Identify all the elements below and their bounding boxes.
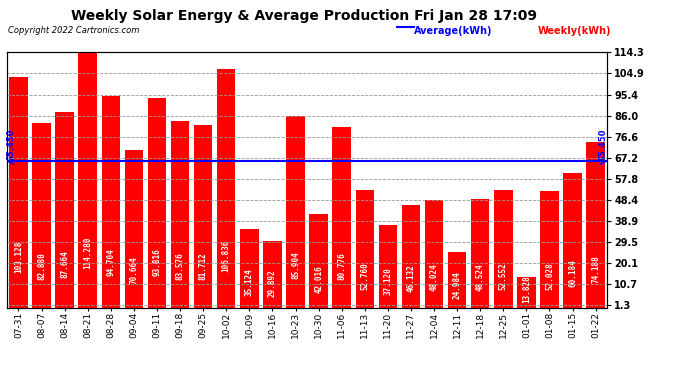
Text: 52.760: 52.760 xyxy=(360,262,369,290)
Bar xyxy=(355,190,374,308)
Text: 46.132: 46.132 xyxy=(406,264,415,292)
Bar xyxy=(171,121,189,308)
Bar xyxy=(494,190,513,308)
Text: 106.836: 106.836 xyxy=(221,239,230,272)
Bar xyxy=(586,142,605,308)
Text: 93.816: 93.816 xyxy=(152,248,161,276)
Bar xyxy=(309,214,328,308)
Text: 70.664: 70.664 xyxy=(130,256,139,284)
Text: 114.280: 114.280 xyxy=(83,237,92,269)
Text: 81.712: 81.712 xyxy=(199,252,208,280)
Bar xyxy=(101,96,120,308)
Text: 74.188: 74.188 xyxy=(591,255,600,283)
Text: 65.450: 65.450 xyxy=(598,129,607,162)
Text: 103.128: 103.128 xyxy=(14,241,23,273)
Bar xyxy=(194,125,213,308)
Bar xyxy=(55,112,74,308)
Text: 52.552: 52.552 xyxy=(499,262,508,290)
Bar xyxy=(563,173,582,308)
Text: 60.184: 60.184 xyxy=(568,260,577,287)
Bar xyxy=(425,200,443,308)
Bar xyxy=(148,98,166,308)
Bar xyxy=(125,150,143,308)
Text: 80.776: 80.776 xyxy=(337,253,346,280)
Bar xyxy=(286,116,305,308)
Text: Weekly(kWh): Weekly(kWh) xyxy=(538,26,612,36)
Bar xyxy=(402,205,420,308)
Text: 29.892: 29.892 xyxy=(268,270,277,297)
Text: 48.024: 48.024 xyxy=(430,264,439,291)
Text: Copyright 2022 Cartronics.com: Copyright 2022 Cartronics.com xyxy=(8,26,139,35)
Text: 48.524: 48.524 xyxy=(475,264,484,291)
Text: 87.664: 87.664 xyxy=(60,251,69,278)
Bar xyxy=(518,277,535,308)
Bar xyxy=(79,53,97,308)
Text: 65.450: 65.450 xyxy=(7,129,16,162)
Text: Weekly Solar Energy & Average Production Fri Jan 28 17:09: Weekly Solar Energy & Average Production… xyxy=(70,9,537,23)
Text: 42.016: 42.016 xyxy=(314,266,323,294)
Text: 35.124: 35.124 xyxy=(245,268,254,296)
Bar xyxy=(540,191,559,308)
Text: 13.828: 13.828 xyxy=(522,275,531,303)
Bar xyxy=(379,225,397,308)
Text: 37.120: 37.120 xyxy=(384,267,393,295)
Text: Average(kWh): Average(kWh) xyxy=(414,26,493,36)
Bar xyxy=(32,123,51,308)
Text: 24.984: 24.984 xyxy=(453,272,462,299)
Text: 82.880: 82.880 xyxy=(37,252,46,280)
Bar xyxy=(448,252,466,308)
Bar xyxy=(9,77,28,308)
Text: 85.904: 85.904 xyxy=(291,251,300,279)
Bar xyxy=(240,229,259,308)
Bar xyxy=(471,199,489,308)
Bar xyxy=(263,241,282,308)
Bar xyxy=(333,127,351,308)
Text: 83.576: 83.576 xyxy=(175,252,184,279)
Bar xyxy=(217,69,235,308)
Text: 94.704: 94.704 xyxy=(106,248,115,276)
Text: 52.028: 52.028 xyxy=(545,262,554,290)
